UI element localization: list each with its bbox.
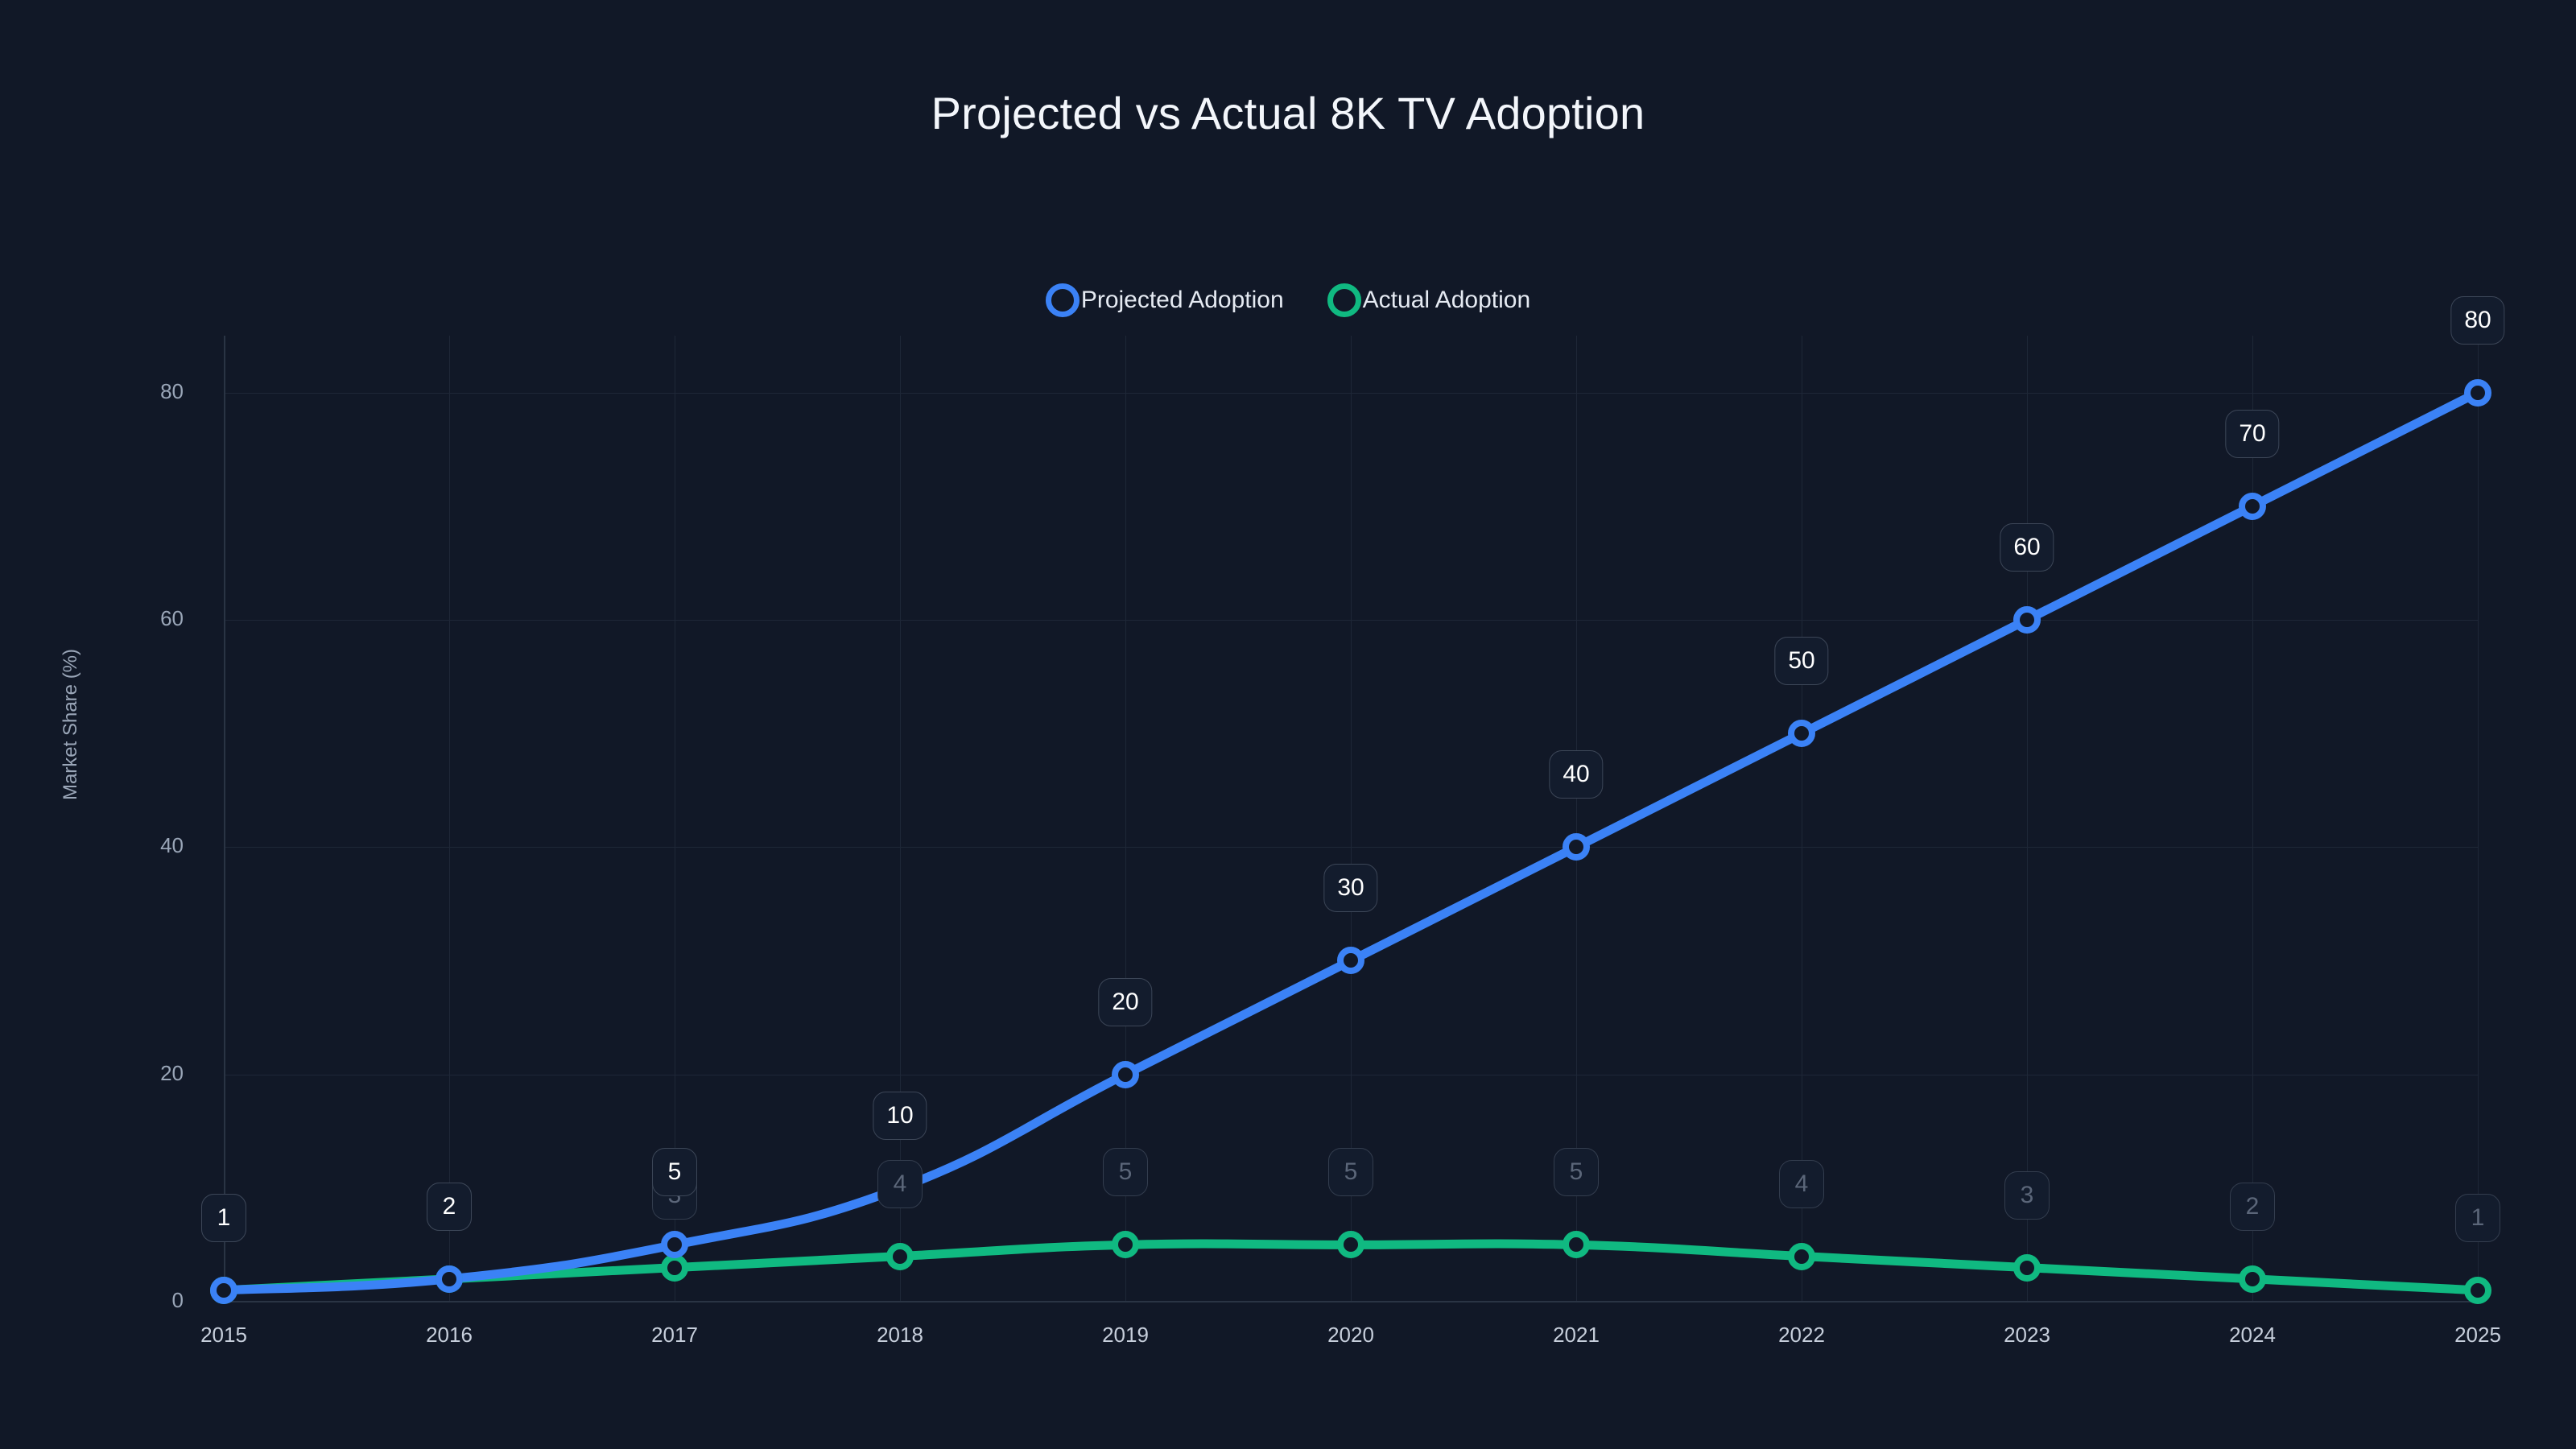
gridline-horizontal: [224, 392, 2478, 394]
data-value-label: 60: [2000, 522, 2054, 572]
gridline-horizontal: [224, 619, 2478, 621]
data-value-label: 1: [2455, 1193, 2500, 1242]
data-point-marker[interactable]: [1337, 947, 1364, 975]
data-value-label: 4: [1779, 1159, 1824, 1208]
gridline-vertical: [900, 336, 901, 1302]
data-point-marker[interactable]: [1788, 720, 1815, 748]
y-axis-line: [224, 336, 225, 1302]
legend-label-projected: Projected Adoption: [1080, 287, 1284, 313]
data-value-label: 80: [2450, 295, 2505, 345]
data-point-marker[interactable]: [2464, 1276, 2491, 1304]
data-point-marker[interactable]: [886, 1242, 914, 1270]
data-value-label: 10: [873, 1091, 927, 1140]
x-axis-tick-label: 2015: [200, 1323, 247, 1347]
data-value-label: 50: [1774, 637, 1829, 686]
data-point-marker[interactable]: [2239, 1265, 2266, 1293]
legend-item-actual[interactable]: Actual Adoption: [1327, 283, 1531, 317]
data-point-marker[interactable]: [1112, 1060, 1139, 1088]
y-axis-tick-label: 40: [160, 833, 184, 858]
gridline-horizontal: [224, 847, 2478, 848]
y-axis-tick-label: 60: [160, 605, 184, 630]
data-value-label: 2: [2230, 1182, 2275, 1231]
plot-area: 123455543211251020304050607080: [201, 295, 2505, 1304]
x-axis-tick-label: 2023: [2004, 1323, 2050, 1347]
chart-title: Projected vs Actual 8K TV Adoption: [931, 88, 1645, 138]
gridline-vertical: [449, 336, 450, 1302]
y-axis-tick-label: 0: [171, 1288, 184, 1312]
data-point-marker[interactable]: [436, 1265, 463, 1293]
x-axis-tick-label: 2019: [1102, 1323, 1149, 1347]
legend-item-projected[interactable]: Projected Adoption: [1045, 283, 1284, 317]
y-axis-tick-label: 80: [160, 378, 184, 403]
gridline-vertical: [1576, 336, 1577, 1302]
x-axis-tick-label: 2024: [2229, 1323, 2276, 1347]
data-point-marker[interactable]: [1112, 1231, 1139, 1259]
x-axis-tick-label: 2025: [2454, 1323, 2501, 1347]
data-value-label: 5: [1103, 1148, 1148, 1197]
data-value-label: 30: [1323, 864, 1378, 913]
x-axis-tick-label: 2022: [1778, 1323, 1825, 1347]
data-value-label: 5: [652, 1148, 697, 1197]
data-value-label: 5: [1328, 1148, 1373, 1197]
data-value-label: 2: [427, 1182, 472, 1231]
data-point-marker[interactable]: [210, 1276, 237, 1304]
data-point-marker[interactable]: [2464, 378, 2491, 407]
data-point-marker[interactable]: [2013, 1253, 2041, 1282]
chart-legend: Projected Adoption Actual Adoption: [0, 283, 2576, 317]
data-point-marker[interactable]: [1563, 833, 1590, 861]
data-value-label: 4: [877, 1159, 923, 1208]
data-point-marker[interactable]: [1337, 1231, 1364, 1259]
data-value-label: 3: [2004, 1170, 2050, 1220]
data-point-marker[interactable]: [2239, 492, 2266, 520]
x-axis-tick-label: 2016: [426, 1323, 473, 1347]
gridline-vertical: [2027, 336, 2028, 1302]
x-axis-line: [224, 1301, 2478, 1302]
circle-outline-icon: [1045, 283, 1080, 317]
x-axis-tick-label: 2021: [1553, 1323, 1600, 1347]
x-axis-tick-label: 2017: [651, 1323, 698, 1347]
y-axis-tick-label: 20: [160, 1060, 184, 1085]
x-axis-tick-label: 2018: [877, 1323, 923, 1347]
data-value-label: 70: [2225, 409, 2280, 458]
data-point-marker[interactable]: [1788, 1242, 1815, 1270]
legend-label-actual: Actual Adoption: [1362, 287, 1531, 313]
gridline-vertical: [2478, 336, 2479, 1302]
circle-outline-icon: [1327, 283, 1361, 317]
gridline-vertical: [2252, 336, 2253, 1302]
gridline-vertical: [1351, 336, 1352, 1302]
data-point-marker[interactable]: [661, 1231, 688, 1259]
gridline-vertical: [1125, 336, 1126, 1302]
data-point-marker[interactable]: [1563, 1231, 1590, 1259]
data-value-label: 5: [1554, 1148, 1599, 1197]
data-value-label: 40: [1549, 750, 1604, 799]
data-value-label: 1: [201, 1193, 246, 1242]
data-point-marker[interactable]: [2013, 605, 2041, 634]
data-value-label: 20: [1098, 977, 1153, 1026]
x-axis-tick-label: 2020: [1327, 1323, 1374, 1347]
y-axis-title: Market Share (%): [60, 648, 81, 801]
